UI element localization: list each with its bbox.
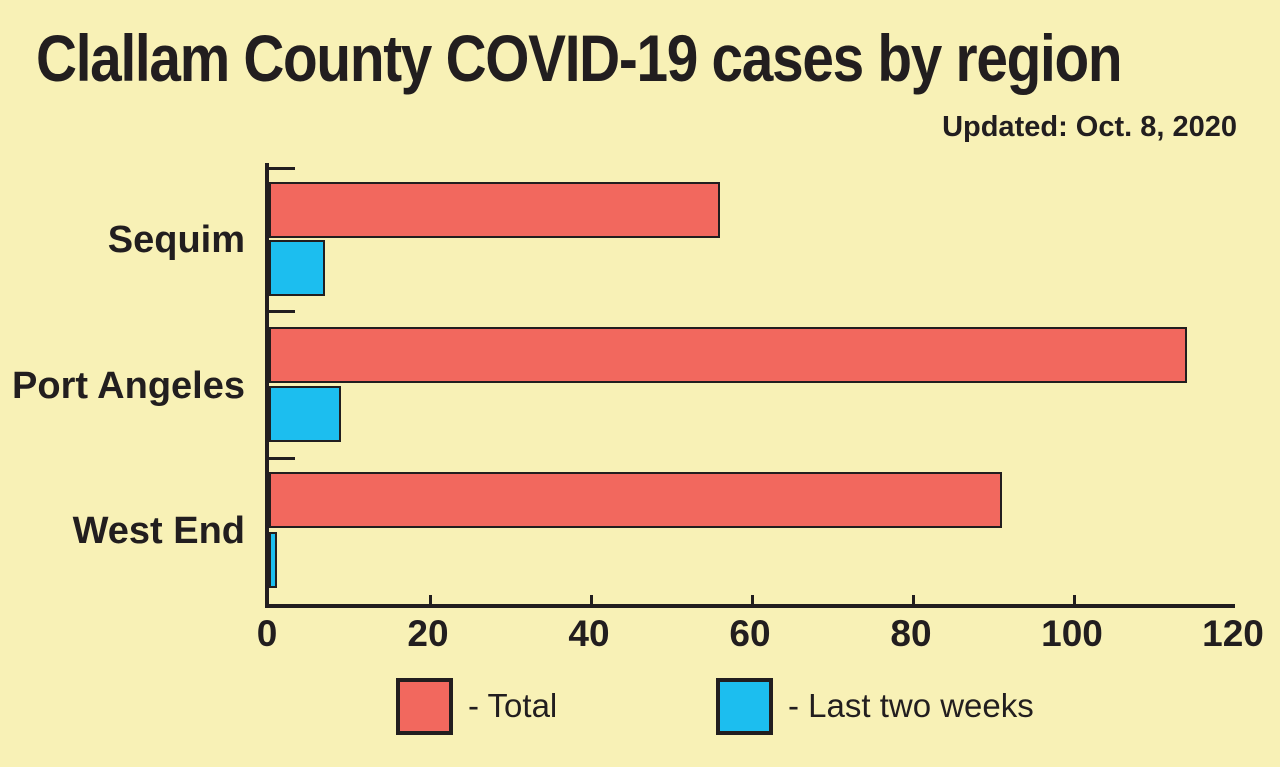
legend-label-total: - Total	[468, 687, 558, 724]
category-boundary-tick	[269, 457, 295, 460]
category-label-port-angeles: Port Angeles	[12, 365, 245, 407]
category-label-west-end: West End	[72, 510, 245, 552]
x-axis-tick-80	[911, 595, 915, 604]
legend-swatch-last-two-weeks	[716, 678, 773, 735]
bar-sequim-last-two-weeks	[269, 240, 325, 296]
bar-port-angeles-total	[269, 327, 1187, 383]
bar-port-angeles-last-two-weeks	[269, 386, 341, 442]
category-boundary-tick	[269, 310, 295, 313]
category-labels: Sequim Port Angeles West End	[0, 0, 245, 640]
bar-west-end-last-two-weeks	[269, 532, 277, 588]
x-axis-label-120: 120	[1202, 613, 1264, 654]
x-axis-tick-100	[1072, 595, 1076, 604]
x-axis-tick-20	[428, 595, 432, 604]
x-axis-label-20: 20	[407, 613, 449, 654]
x-axis-tick-60	[750, 595, 754, 604]
bar-west-end-total	[269, 472, 1002, 528]
x-axis-label-40: 40	[568, 613, 610, 654]
legend-label-last-two-weeks: - Last two weeks	[788, 687, 1034, 724]
category-boundary-tick	[269, 167, 295, 170]
updated-date: Updated: Oct. 8, 2020	[942, 111, 1237, 143]
plot-area	[265, 163, 1235, 608]
chart-title: Clallam County COVID-19 cases by region	[36, 21, 1123, 95]
x-axis-tick-40	[589, 595, 593, 604]
x-axis-labels: 0 20 40 60 80 100 120	[0, 613, 1280, 663]
legend-swatch-total	[396, 678, 453, 735]
x-axis-label-0: 0	[256, 613, 278, 654]
x-axis-label-80: 80	[890, 613, 932, 654]
x-axis-label-100: 100	[1041, 613, 1103, 654]
x-axis-label-60: 60	[729, 613, 771, 654]
bar-sequim-total	[269, 182, 720, 238]
category-label-sequim: Sequim	[107, 219, 245, 261]
